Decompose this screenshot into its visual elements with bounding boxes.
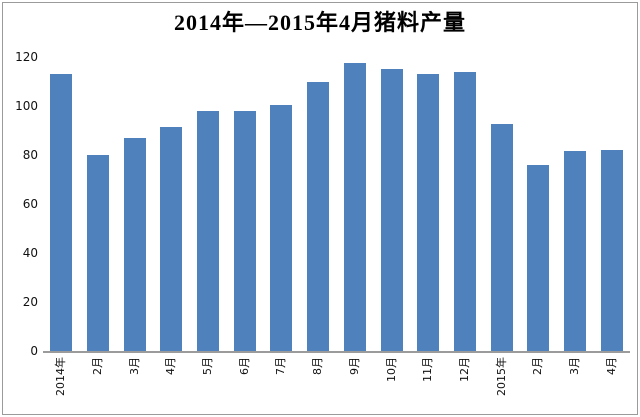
bar: [87, 155, 110, 351]
bar: [600, 150, 623, 351]
x-axis-tick-label: 7月: [274, 357, 288, 375]
bar: [197, 110, 220, 351]
bar-slot: [153, 57, 190, 351]
y-axis-tick-label: 20: [22, 295, 38, 309]
x-axis-tick-label: 9月: [347, 357, 361, 375]
x-label-slot: 2月: [520, 357, 557, 413]
bar-slot: [43, 57, 80, 351]
x-label-slot: 12月: [447, 357, 484, 413]
y-axis: 0 20 40 60 80 100 120: [0, 50, 38, 358]
bar: [563, 151, 586, 351]
bar: [490, 124, 513, 351]
y-axis-tick-label: 80: [22, 148, 38, 162]
bar: [417, 74, 440, 351]
y-axis-tick-label: 0: [30, 344, 38, 358]
x-label-slot: 4月: [593, 357, 630, 413]
bar-slot: [190, 57, 227, 351]
x-axis-tick-label: 6月: [237, 357, 251, 375]
bar: [343, 63, 366, 351]
y-axis-tick-label: 120: [15, 50, 38, 64]
x-axis-tick-label: 2015年: [494, 357, 508, 396]
bar: [307, 81, 330, 351]
x-axis-tick-label: 10月: [384, 357, 398, 382]
bar-slot: [447, 57, 484, 351]
x-axis-tick-label: 4月: [164, 357, 178, 375]
bar-slot: [263, 57, 300, 351]
bar-slot: [337, 57, 374, 351]
x-axis-tick-label: 3月: [127, 357, 141, 375]
bar-slot: [593, 57, 630, 351]
bar: [233, 110, 256, 351]
y-axis-tick-label: 60: [22, 197, 38, 211]
x-label-slot: 2014年: [43, 357, 80, 413]
x-axis-line: [43, 351, 630, 353]
x-axis-tick-label: 4月: [604, 357, 618, 375]
x-label-slot: 3月: [557, 357, 594, 413]
x-axis-tick-label: 2月: [91, 357, 105, 375]
bar: [453, 71, 476, 351]
bar: [527, 164, 550, 351]
bar: [160, 126, 183, 351]
bar: [50, 74, 73, 351]
x-label-slot: 6月: [226, 357, 263, 413]
y-axis-tick-label: 40: [22, 246, 38, 260]
bar-slot: [520, 57, 557, 351]
bar-slot: [410, 57, 447, 351]
x-axis-tick-label: 2月: [531, 357, 545, 375]
x-label-slot: 10月: [373, 357, 410, 413]
chart-title: 2014年—2015年4月猪料产量: [173, 10, 466, 35]
bar: [380, 69, 403, 351]
bar-slot: [80, 57, 117, 351]
bar-slot: [373, 57, 410, 351]
bar: [270, 104, 293, 351]
bar-slot: [557, 57, 594, 351]
x-axis-tick-label: 12月: [457, 357, 471, 382]
x-axis-tick-label: 8月: [311, 357, 325, 375]
x-label-slot: 11月: [410, 357, 447, 413]
bar: [123, 137, 146, 351]
y-axis-tick-label: 100: [15, 99, 38, 113]
x-axis-tick-label: 2014年: [54, 357, 68, 396]
x-axis-tick-label: 11月: [421, 357, 435, 382]
plot-area: [43, 57, 630, 351]
x-axis-tick-label: 5月: [201, 357, 215, 375]
x-label-slot: 3月: [116, 357, 153, 413]
bar-slot: [226, 57, 263, 351]
x-label-slot: 2月: [80, 357, 117, 413]
x-label-slot: 8月: [300, 357, 337, 413]
x-label-slot: 9月: [337, 357, 374, 413]
x-label-slot: 2015年: [483, 357, 520, 413]
bar-slot: [116, 57, 153, 351]
x-label-slot: 7月: [263, 357, 300, 413]
x-label-slot: 4月: [153, 357, 190, 413]
bar-slot: [483, 57, 520, 351]
x-label-slot: 5月: [190, 357, 227, 413]
x-axis-tick-label: 3月: [567, 357, 581, 375]
bar-slot: [300, 57, 337, 351]
x-axis-labels: 2014年 2月 3月 4月 5月 6月 7月 8月 9月 10月 11月 12月 2015年 2月 3月 4…: [43, 357, 630, 413]
